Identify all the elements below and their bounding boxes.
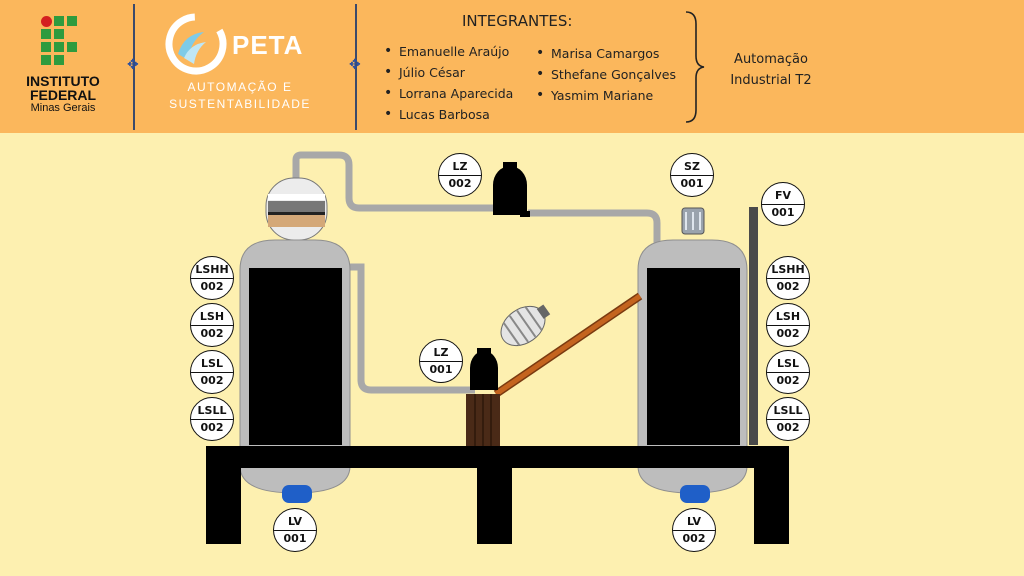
tag-right-lsl: LSL 002: [766, 350, 810, 394]
tag-left-lsh: LSH 002: [190, 303, 234, 347]
tag-lv002: LV 002: [672, 508, 716, 552]
divider-ornament-icon: ✥: [349, 57, 361, 73]
tag-lz002: LZ 002: [438, 153, 482, 197]
tag-left-lshh: LSHH 002: [190, 256, 234, 300]
pipe-top-right: [528, 209, 661, 246]
institution-line2: FEDERAL: [29, 87, 97, 103]
tank-right: [637, 239, 748, 494]
project-name: PETA: [232, 30, 304, 60]
member-name: Yasmim Mariane: [536, 87, 653, 103]
valve-lv002-icon: [680, 485, 710, 503]
pump-lz001-icon: [470, 348, 498, 390]
tank-left: [239, 239, 351, 494]
institution-line3: Minas Gerais: [30, 102, 96, 114]
pump-lz002-icon: [493, 162, 530, 217]
tag-right-lsll: LSLL 002: [766, 397, 810, 441]
member-name: Emanuelle Araújo: [384, 43, 509, 59]
member-name: Sthefane Gonçalves: [536, 66, 676, 82]
process-diagram: [206, 151, 789, 544]
divider-ornament-icon: ✥: [127, 57, 139, 73]
members-title: INTEGRANTES:: [462, 12, 573, 30]
tag-lv001: LV 001: [273, 508, 317, 552]
project-subtitle-line2: SUSTENTABILIDADE: [169, 97, 311, 111]
tag-fv001: FV 001: [761, 182, 805, 226]
member-name: Lucas Barbosa: [384, 106, 490, 122]
member-name: Júlio César: [384, 64, 465, 80]
divider-left: [133, 4, 135, 130]
tag-sz001: SZ 001: [670, 153, 714, 197]
peta-logo-icon: [165, 13, 227, 75]
header-banner: INSTITUTO FEDERAL Minas Gerais ✥ PETA AU…: [0, 0, 1024, 133]
valve-lv001-icon: [282, 485, 312, 503]
vertical-pipe-fv: [749, 207, 758, 445]
member-name: Marisa Camargos: [536, 45, 660, 61]
tag-left-lsl: LSL 002: [190, 350, 234, 394]
tag-right-lshh: LSHH 002: [766, 256, 810, 300]
course-line2: Industrial T2: [730, 73, 812, 88]
tag-lz001: LZ 001: [419, 339, 463, 383]
tag-left-lsll: LSLL 002: [190, 397, 234, 441]
spray-nozzle-icon: [500, 304, 551, 347]
support-table: [206, 446, 789, 544]
wooden-crate: [466, 394, 500, 446]
tag-right-lsh: LSH 002: [766, 303, 810, 347]
institution-line1: INSTITUTO: [26, 73, 100, 89]
member-name: Lorrana Aparecida: [384, 85, 513, 101]
brace-icon: [685, 11, 705, 123]
divider-right: [355, 4, 357, 130]
course-line1: Automação: [734, 52, 808, 67]
pipe-middle: [349, 263, 475, 394]
project-subtitle-line1: AUTOMAÇÃO E: [187, 80, 293, 94]
conveyor: [493, 292, 643, 398]
motor-sz-icon: [681, 207, 705, 235]
pipe-top-left: [292, 151, 493, 212]
